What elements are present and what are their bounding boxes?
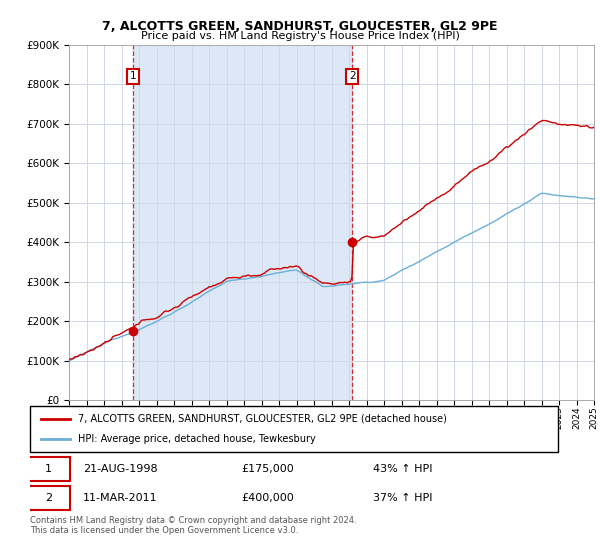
Text: £400,000: £400,000	[241, 493, 294, 503]
Text: 43% ↑ HPI: 43% ↑ HPI	[373, 464, 433, 474]
Text: 7, ALCOTTS GREEN, SANDHURST, GLOUCESTER, GL2 9PE (detached house): 7, ALCOTTS GREEN, SANDHURST, GLOUCESTER,…	[77, 414, 446, 424]
Bar	[133, 45, 352, 400]
FancyBboxPatch shape	[30, 406, 558, 452]
FancyBboxPatch shape	[28, 458, 70, 481]
FancyBboxPatch shape	[28, 487, 70, 510]
Text: 11-MAR-2011: 11-MAR-2011	[83, 493, 157, 503]
Text: 7, ALCOTTS GREEN, SANDHURST, GLOUCESTER, GL2 9PE: 7, ALCOTTS GREEN, SANDHURST, GLOUCESTER,…	[102, 20, 498, 32]
Text: 37% ↑ HPI: 37% ↑ HPI	[373, 493, 433, 503]
Text: 2: 2	[349, 72, 356, 81]
Text: 2: 2	[45, 493, 52, 503]
Text: 1: 1	[45, 464, 52, 474]
Text: HPI: Average price, detached house, Tewkesbury: HPI: Average price, detached house, Tewk…	[77, 434, 315, 444]
Text: 21-AUG-1998: 21-AUG-1998	[83, 464, 157, 474]
Text: Price paid vs. HM Land Registry's House Price Index (HPI): Price paid vs. HM Land Registry's House …	[140, 31, 460, 41]
Text: 1: 1	[130, 72, 136, 81]
Text: £175,000: £175,000	[241, 464, 294, 474]
Text: Contains HM Land Registry data © Crown copyright and database right 2024.
This d: Contains HM Land Registry data © Crown c…	[30, 516, 356, 535]
